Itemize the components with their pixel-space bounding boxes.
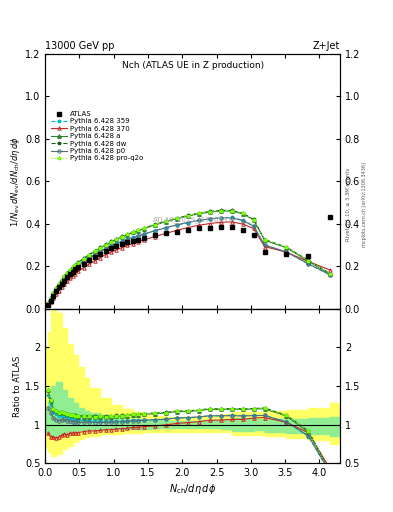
Text: 13000 GeV pp: 13000 GeV pp xyxy=(45,41,115,51)
Text: mcplots.cern.ch [arXiv:1306.3436]: mcplots.cern.ch [arXiv:1306.3436] xyxy=(362,162,367,247)
Y-axis label: Ratio to ATLAS: Ratio to ATLAS xyxy=(13,355,22,417)
Legend: ATLAS, Pythia 6.428 359, Pythia 6.428 370, Pythia 6.428 a, Pythia 6.428 dw, Pyth: ATLAS, Pythia 6.428 359, Pythia 6.428 37… xyxy=(49,108,145,164)
Text: Z+Jet: Z+Jet xyxy=(312,41,340,51)
Text: Nch (ATLAS UE in Z production): Nch (ATLAS UE in Z production) xyxy=(121,61,264,71)
Y-axis label: $1/N_{\rm ev}\,dN_{\rm ev}/dN_{\rm ch}/d\eta\,d\phi$: $1/N_{\rm ev}\,dN_{\rm ev}/dN_{\rm ch}/d… xyxy=(9,136,22,227)
Text: ATLAS_2019_I1736531: ATLAS_2019_I1736531 xyxy=(152,216,233,223)
Text: Rivet 3.1.10, ≥ 3.3M events: Rivet 3.1.10, ≥ 3.3M events xyxy=(346,168,351,242)
X-axis label: $N_{\rm ch}/d\eta\,d\phi$: $N_{\rm ch}/d\eta\,d\phi$ xyxy=(169,482,216,497)
